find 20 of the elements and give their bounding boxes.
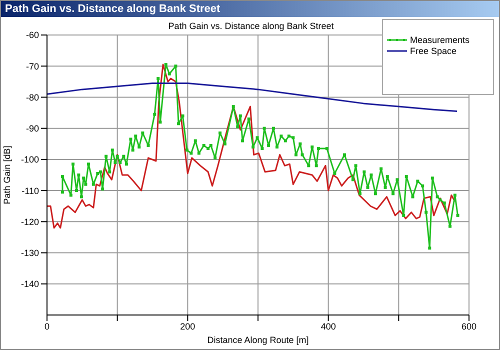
legend-label: Free Space (410, 46, 457, 56)
chart-title: Path Gain vs. Distance along Bank Street (5, 3, 220, 15)
y-tick-label: -100 (20, 154, 39, 165)
chart-title: Path Gain vs. Distance along Bank Street (167, 21, 335, 31)
x-tick-label: 200 (180, 321, 196, 332)
legend-label: Measurements (410, 34, 470, 44)
y-tick-label: -110 (22, 186, 39, 196)
x-tick-label: 600 (461, 321, 477, 332)
x-axis-title: Distance Along Route [m] (207, 335, 309, 345)
y-tick-label: -70 (26, 61, 39, 72)
y-tick-label: -60 (26, 30, 39, 40)
x-tick-label: 0 (44, 321, 50, 332)
line-series (47, 82, 458, 112)
y-tick-label: -140 (20, 279, 39, 290)
y-tick-label: -80 (26, 92, 39, 102)
y-tick-label: -90 (26, 124, 39, 134)
x-tick-label: 400 (320, 321, 336, 332)
y-axis-title: Path Gain [dB] (2, 146, 12, 204)
y-tick-label: -120 (20, 216, 39, 227)
y-tick-label: -130 (20, 248, 39, 258)
